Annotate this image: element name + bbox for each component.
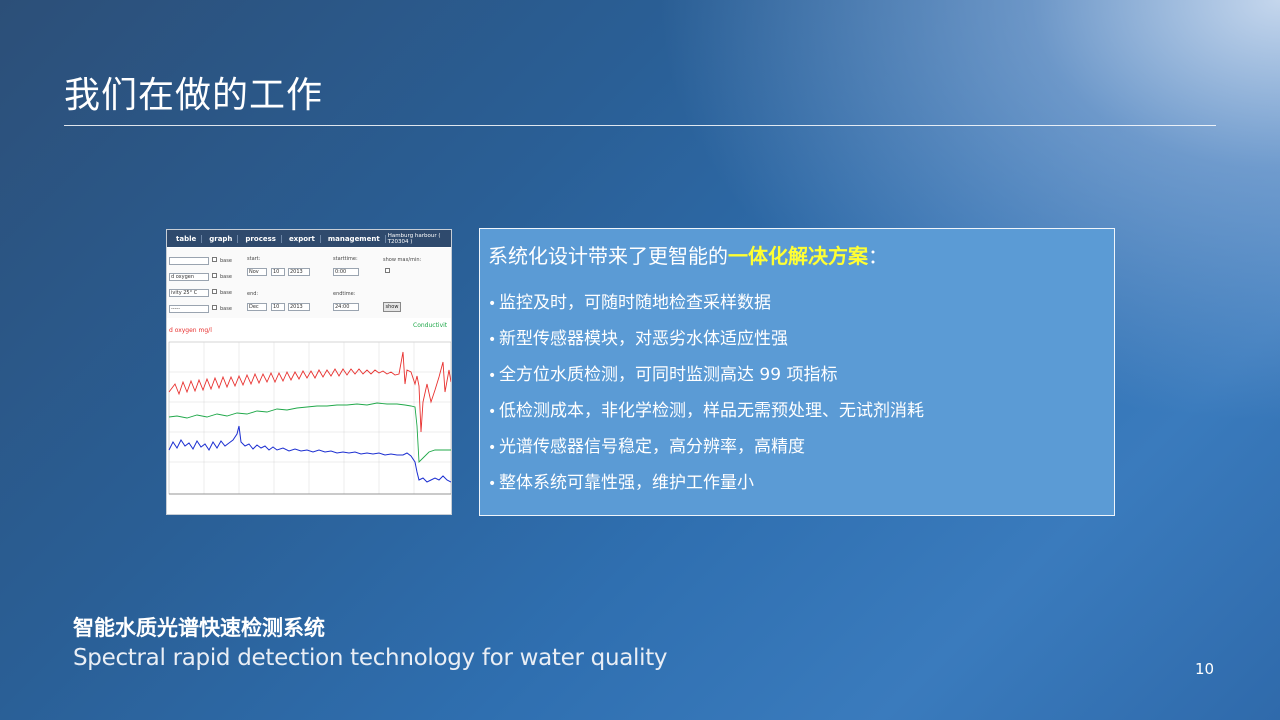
sensor-plot-svg: d oxygen mg/l Conductivit bbox=[168, 322, 451, 495]
base-label-1: base bbox=[220, 258, 232, 264]
feature-text: 低检测成本，非化学检测，样品无需预处理、无试剂消耗 bbox=[499, 401, 924, 421]
solution-panel: 系统化设计带来了更智能的一体化解决方案： • 监控及时，可随时随地检查采样数据 •… bbox=[479, 228, 1115, 516]
start-day: 10 bbox=[271, 268, 285, 276]
sensor-plot: d oxygen mg/l Conductivit bbox=[167, 322, 451, 514]
feature-text: 光谱传感器信号稳定，高分辨率，高精度 bbox=[499, 437, 805, 457]
plot-title: d oxygen mg/l bbox=[169, 327, 212, 334]
start-year: 2013 bbox=[288, 268, 310, 276]
param-select-3: ivity 25° C bbox=[169, 289, 209, 297]
param-select-1 bbox=[169, 257, 209, 265]
series-oxygen-line bbox=[168, 351, 451, 433]
end-day: 10 bbox=[271, 303, 285, 311]
bullet-dot: • bbox=[488, 332, 497, 348]
title-divider bbox=[64, 125, 1216, 126]
feature-item: • 监控及时，可随时随地检查采样数据 bbox=[488, 285, 1114, 321]
feature-item: • 低检测成本，非化学检测，样品无需预处理、无试剂消耗 bbox=[488, 393, 1114, 429]
end-label: end: bbox=[247, 291, 259, 297]
starttime-label: starttime: bbox=[333, 256, 358, 262]
feature-text: 整体系统可靠性强，维护工作量小 bbox=[499, 473, 754, 493]
tab-table: table bbox=[171, 234, 203, 243]
feature-text: 全方位水质检测，可同时监测高达 99 项指标 bbox=[499, 365, 838, 385]
tab-export: export bbox=[284, 234, 321, 243]
feature-item: • 整体系统可靠性强，维护工作量小 bbox=[488, 465, 1114, 501]
base-checkbox-1 bbox=[212, 257, 217, 262]
base-checkbox-2 bbox=[212, 273, 217, 278]
bullet-dot: • bbox=[488, 368, 497, 384]
series-blue-line bbox=[168, 425, 451, 483]
bullet-dot: • bbox=[488, 440, 497, 456]
system-name-en: Spectral rapid detection technology for … bbox=[73, 645, 668, 671]
plot-grid bbox=[168, 341, 451, 495]
show-button: show bbox=[383, 302, 401, 312]
solution-headline: 系统化设计带来了更智能的一体化解决方案： bbox=[488, 241, 1114, 271]
feature-item: • 全方位水质检测，可同时监测高达 99 项指标 bbox=[488, 357, 1114, 393]
station-name: Hamburg harbour ( T20304 ) bbox=[387, 232, 441, 245]
start-month: Nov bbox=[247, 268, 267, 276]
base-label-2: base bbox=[220, 274, 232, 280]
feature-list: • 监控及时，可随时随地检查采样数据 • 新型传感器模块，对恶劣水体适应性强 • 全方… bbox=[488, 285, 1114, 501]
page-number: 10 bbox=[1195, 660, 1215, 678]
headline-highlight: 一体化解决方案 bbox=[728, 244, 868, 268]
feature-item: • 新型传感器模块，对恶劣水体适应性强 bbox=[488, 321, 1114, 357]
tab-management: management bbox=[323, 234, 386, 243]
show-maxmin-label: show max/min: bbox=[383, 257, 422, 263]
base-label-3: base bbox=[220, 290, 232, 296]
system-name-cn: 智能水质光谱快速检测系统 bbox=[73, 616, 325, 640]
bullet-dot: • bbox=[488, 296, 497, 312]
monitoring-screenshot: table graph process export management Ha… bbox=[166, 229, 452, 515]
show-maxmin-checkbox bbox=[385, 268, 390, 273]
end-month: Dec bbox=[247, 303, 267, 311]
feature-text: 监控及时，可随时随地检查采样数据 bbox=[499, 293, 771, 313]
slide-title: 我们在做的工作 bbox=[64, 75, 324, 116]
end-time: 24:00 bbox=[333, 303, 359, 311]
tab-process: process bbox=[240, 234, 282, 243]
endtime-label: endtime: bbox=[333, 291, 356, 297]
screenshot-filter-form: base d oxygen base ivity 25° C base ----… bbox=[167, 248, 451, 318]
start-time: 0:00 bbox=[333, 268, 359, 276]
base-checkbox-3 bbox=[212, 289, 217, 294]
series-conductivity-line bbox=[168, 402, 451, 464]
plot-right-title: Conductivit bbox=[413, 322, 448, 329]
tab-graph: graph bbox=[204, 234, 239, 243]
base-checkbox-4 bbox=[212, 305, 217, 310]
headline-prefix: 系统化设计带来了更智能的 bbox=[488, 244, 728, 268]
screenshot-tab-bar: table graph process export management Ha… bbox=[167, 230, 451, 247]
headline-suffix: ： bbox=[868, 244, 888, 268]
bullet-dot: • bbox=[488, 404, 497, 420]
base-label-4: base bbox=[220, 306, 232, 312]
param-select-4: ----- bbox=[169, 305, 209, 313]
start-label: start: bbox=[247, 256, 261, 262]
feature-text: 新型传感器模块，对恶劣水体适应性强 bbox=[499, 329, 788, 349]
end-year: 2013 bbox=[288, 303, 310, 311]
param-select-2: d oxygen bbox=[169, 273, 209, 281]
feature-item: • 光谱传感器信号稳定，高分辨率，高精度 bbox=[488, 429, 1114, 465]
bullet-dot: • bbox=[488, 476, 497, 492]
